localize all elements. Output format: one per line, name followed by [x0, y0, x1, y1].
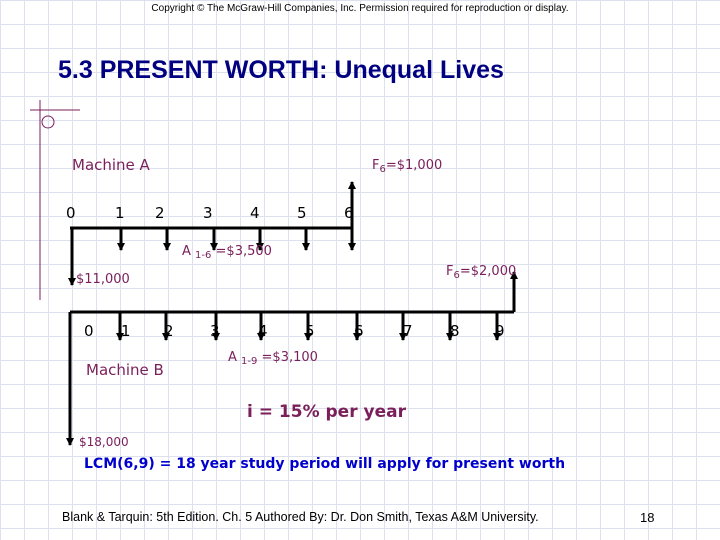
machine-b-period: 1: [121, 322, 131, 340]
machine-a-annual-arrows: [117, 228, 356, 251]
machine-a-period: 0: [66, 204, 76, 222]
machine-b-period: 8: [450, 322, 460, 340]
machine-b-label: Machine B: [86, 361, 164, 379]
interest-rate: i = 15% per year: [247, 402, 406, 422]
machine-b-period: 7: [403, 322, 413, 340]
machine-a-period: 6: [344, 204, 354, 222]
machine-b-salvage-label: F6=$2,000: [446, 264, 517, 281]
lcm-note: LCM(6,9) = 18 year study period will app…: [84, 456, 566, 472]
machine-a-first-cost-label: $11,000: [76, 272, 130, 287]
page-number: 18: [640, 510, 655, 525]
machine-b-period: 9: [495, 322, 505, 340]
machine-b-period: 2: [164, 322, 174, 340]
machine-a-period: 1: [115, 204, 125, 222]
machine-b-period: 5: [305, 322, 315, 340]
machine-a-period: 4: [250, 204, 260, 222]
machine-a-period: 5: [297, 204, 307, 222]
machine-a-annual-label: A 1-6 =$3,500: [182, 244, 272, 261]
machine-b-annual-label: A 1-9 =$3,100: [228, 350, 318, 367]
machine-b-period: 3: [210, 322, 220, 340]
copyright-notice: Copyright © The McGraw-Hill Companies, I…: [151, 3, 569, 14]
machine-a-period: 3: [203, 204, 213, 222]
machine-b-period: 6: [354, 322, 364, 340]
machine-a-label: Machine A: [72, 156, 150, 174]
machine-a-period: 2: [155, 204, 165, 222]
machine-b-period: 0: [84, 322, 94, 340]
machine-b-period: 4: [258, 322, 268, 340]
machine-b-annual-arrows: [116, 312, 501, 341]
machine-b-first-cost-label: $18,000: [79, 435, 129, 449]
machine-a-salvage-label: F6=$1,000: [372, 158, 443, 175]
footer-credit: Blank & Tarquin: 5th Edition. Ch. 5 Auth…: [62, 510, 539, 524]
page-title: 5.3 PRESENT WORTH: Unequal Lives: [58, 56, 504, 84]
crosshair-decoration: [30, 100, 80, 300]
